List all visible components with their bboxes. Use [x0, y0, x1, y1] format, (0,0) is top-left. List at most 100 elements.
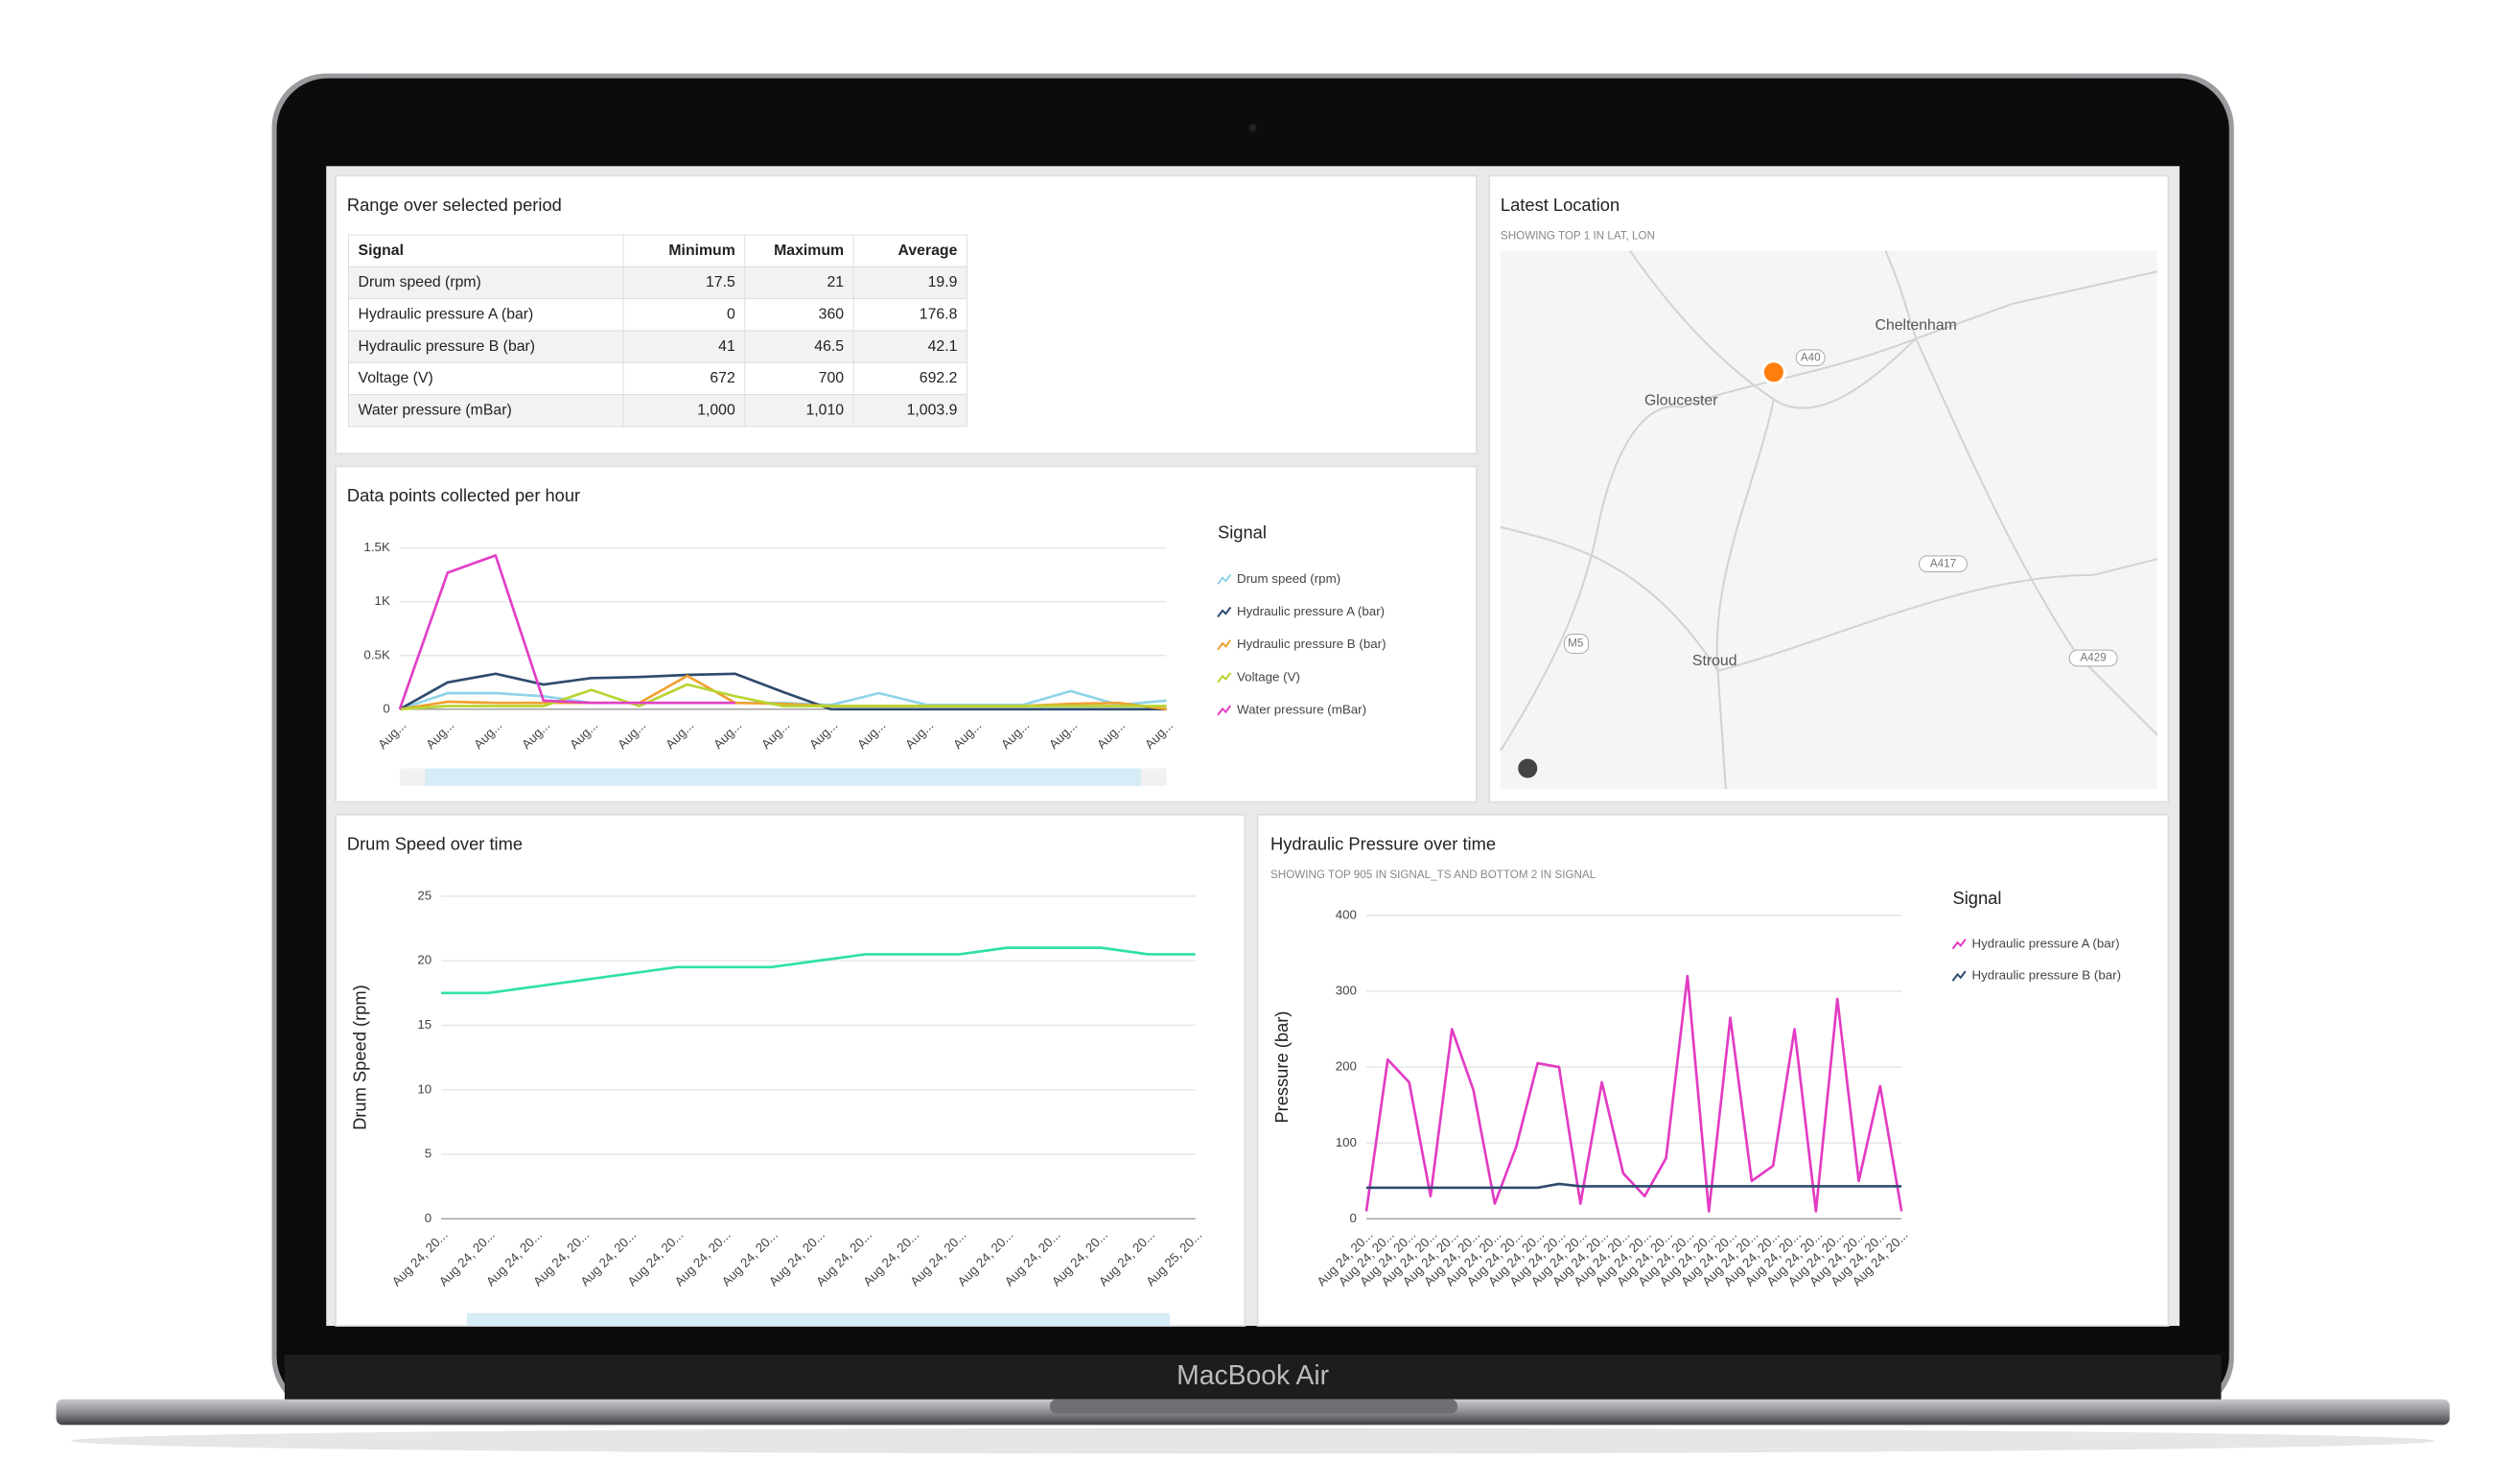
charts: Data points collected per hour 0 0.5K 1K 1.5… — [347, 485, 2121, 1288]
place-label: Gloucester — [1644, 392, 1717, 408]
legend-title: Signal — [1218, 522, 1267, 542]
y-tick-label: 100 — [1336, 1135, 1357, 1149]
table-cell: 19.9 — [928, 274, 958, 290]
legend-icon — [1217, 639, 1232, 651]
table-cell: 692.2 — [920, 370, 958, 386]
table-header: Average — [898, 243, 958, 259]
legend-icon — [1951, 939, 1967, 950]
panel — [335, 465, 1478, 803]
y-tick-label: 10 — [417, 1081, 431, 1096]
y-tick-label: 1K — [375, 593, 390, 608]
legend-icon — [1217, 705, 1232, 716]
series-line — [398, 554, 735, 710]
table: Signal Minimum Maximum Average Drum speed (r… — [348, 234, 967, 428]
device-label: MacBook Air — [1177, 1360, 1329, 1391]
legend-label: Hydraulic pressure A (bar) — [1972, 936, 2120, 950]
panel-subtitle: SHOWING TOP 1 IN LAT, LON — [1501, 230, 1655, 243]
legend-label: Hydraulic pressure A (bar) — [1237, 604, 1385, 618]
table-cell: 1,003.9 — [907, 402, 958, 418]
table-row — [348, 361, 967, 396]
table-cell: Hydraulic pressure B (bar) — [359, 338, 536, 355]
scrollbar-thumb[interactable] — [425, 768, 1142, 786]
bottom-bezel — [284, 1355, 2222, 1403]
y-axis-label: Drum Speed (rpm) — [350, 985, 370, 1130]
panel — [1256, 813, 2170, 1327]
table-cell: Drum speed (rpm) — [359, 274, 481, 290]
y-tick-label: 0.5K — [363, 647, 390, 661]
table-row — [348, 234, 967, 267]
legend-icon — [1217, 606, 1232, 618]
legend-icon — [1951, 970, 1967, 982]
table-cell: Hydraulic pressure A (bar) — [359, 306, 534, 322]
laptop-notch — [1050, 1399, 1457, 1414]
series-line — [399, 683, 1167, 711]
legend-icon — [1217, 573, 1232, 585]
legend-label: Hydraulic pressure B (bar) — [1972, 968, 2122, 983]
location-marker[interactable] — [1760, 359, 1787, 385]
map: A40 A417 M5 A429 Cheltenham Gloucester S… — [1500, 250, 2158, 790]
legend-label: Drum speed (rpm) — [1237, 571, 1340, 586]
series-line — [399, 672, 1167, 711]
y-tick-label: 0 — [1350, 1211, 1357, 1225]
place-label: Cheltenham — [1876, 317, 1957, 334]
shadow — [70, 1427, 2435, 1454]
table-row — [348, 394, 967, 428]
table-row — [348, 298, 967, 332]
table-cell: 1,000 — [697, 402, 735, 418]
info-icon[interactable] — [1518, 758, 1538, 778]
panel-title: Latest Location — [1501, 195, 1619, 215]
table-cell: 672 — [710, 370, 734, 386]
y-tick-label: 15 — [417, 1017, 431, 1032]
table-cell: Voltage (V) — [359, 370, 433, 386]
table-cell: 0 — [727, 306, 735, 322]
series-line — [441, 946, 1196, 995]
table-cell: 360 — [819, 306, 845, 322]
series-line — [1365, 1182, 1902, 1190]
road-label: A429 — [2081, 652, 2107, 664]
table-cell: 41 — [718, 338, 735, 355]
legend-title: Signal — [1953, 888, 2002, 908]
table-cell: 1,010 — [806, 402, 845, 418]
table-cell: 700 — [819, 370, 845, 386]
legend-label: Water pressure (mBar) — [1237, 703, 1366, 717]
panel — [335, 813, 1246, 1327]
y-tick-label: 0 — [383, 701, 389, 715]
table-cell: 42.1 — [928, 338, 958, 355]
table-header: Signal — [359, 243, 404, 259]
y-tick-label: 400 — [1336, 907, 1357, 921]
road-label: M5 — [1568, 638, 1583, 650]
table-cell: 17.5 — [706, 274, 735, 290]
y-tick-label: 25 — [417, 888, 431, 902]
table-cell: 46.5 — [814, 338, 844, 355]
y-tick-label: 300 — [1336, 983, 1357, 997]
table-cell: 176.8 — [920, 306, 958, 322]
table-cell: 21 — [827, 274, 844, 290]
y-tick-label: 20 — [417, 953, 431, 967]
table-cell: Water pressure (mBar) — [359, 402, 512, 418]
y-axis-label: Pressure (bar) — [1271, 1011, 1292, 1124]
camera — [1248, 124, 1257, 132]
y-tick-label: 1.5K — [363, 540, 390, 554]
panel-title: Range over selected period — [347, 195, 562, 215]
road-label: A40 — [1801, 351, 1821, 363]
table-header: Minimum — [668, 243, 734, 259]
y-tick-label: 200 — [1336, 1059, 1357, 1074]
road-shields — [1564, 349, 2118, 667]
road-label: A417 — [1930, 557, 1956, 569]
scrollbar-thumb[interactable] — [466, 1312, 1171, 1327]
chart-title: Hydraulic Pressure over time — [1270, 833, 1496, 853]
chart-subtitle: SHOWING TOP 905 IN SIGNAL_TS AND BOTTOM … — [1270, 869, 1596, 881]
legend-icon — [1217, 672, 1232, 684]
legend-label: Hydraulic pressure B (bar) — [1237, 637, 1386, 651]
chart-title: Drum Speed over time — [347, 833, 523, 853]
place-label: Stroud — [1692, 653, 1737, 669]
table-header: Maximum — [774, 243, 844, 259]
y-tick-label: 0 — [425, 1211, 431, 1225]
table-row — [348, 266, 967, 300]
legend-label: Voltage (V) — [1237, 669, 1300, 684]
y-tick-label: 5 — [425, 1147, 431, 1161]
series-line — [1364, 974, 1903, 1213]
chart-title: Data points collected per hour — [347, 485, 580, 505]
table-row — [348, 330, 967, 363]
